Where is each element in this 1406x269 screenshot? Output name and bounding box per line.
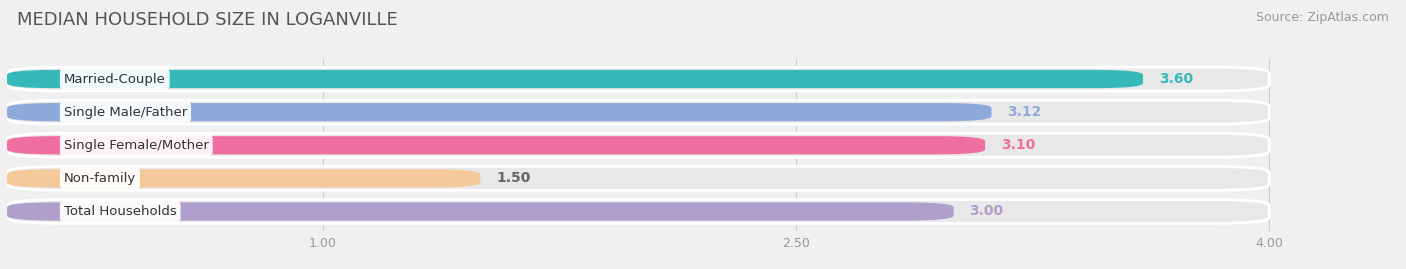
Text: Non-family: Non-family — [63, 172, 136, 185]
Text: Single Male/Father: Single Male/Father — [63, 106, 187, 119]
Text: 3.60: 3.60 — [1159, 72, 1192, 86]
FancyBboxPatch shape — [7, 136, 986, 154]
Text: Source: ZipAtlas.com: Source: ZipAtlas.com — [1256, 11, 1389, 24]
FancyBboxPatch shape — [7, 67, 1270, 91]
FancyBboxPatch shape — [7, 70, 1143, 88]
Text: Total Households: Total Households — [63, 205, 177, 218]
FancyBboxPatch shape — [7, 200, 1270, 223]
Text: MEDIAN HOUSEHOLD SIZE IN LOGANVILLE: MEDIAN HOUSEHOLD SIZE IN LOGANVILLE — [17, 11, 398, 29]
FancyBboxPatch shape — [7, 133, 1270, 157]
Text: Married-Couple: Married-Couple — [63, 73, 166, 86]
FancyBboxPatch shape — [7, 100, 1270, 124]
FancyBboxPatch shape — [7, 167, 1270, 190]
Text: 3.10: 3.10 — [1001, 138, 1035, 152]
FancyBboxPatch shape — [7, 169, 481, 187]
Text: 1.50: 1.50 — [496, 171, 530, 185]
FancyBboxPatch shape — [7, 202, 953, 221]
Text: 3.00: 3.00 — [969, 204, 1004, 218]
Text: Single Female/Mother: Single Female/Mother — [63, 139, 208, 152]
Text: 3.12: 3.12 — [1007, 105, 1042, 119]
FancyBboxPatch shape — [7, 103, 991, 121]
